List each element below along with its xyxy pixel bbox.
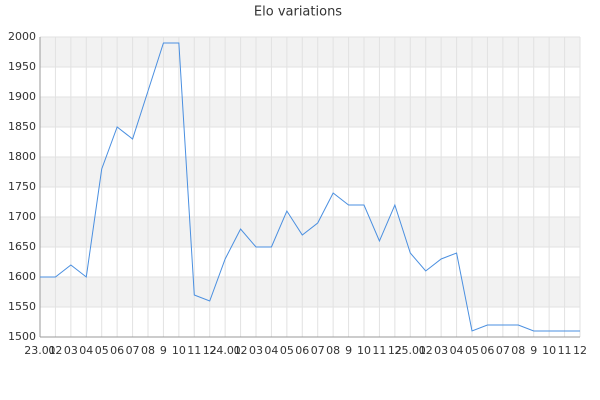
x-tick-label: 05 [95,344,109,357]
x-tick-label: 9 [160,344,167,357]
grid-band [40,37,580,67]
x-tick-label: 11 [558,344,572,357]
x-tick-label: 06 [110,344,124,357]
y-tick-label: 1800 [8,150,36,163]
grid-band [40,157,580,187]
y-tick-label: 1700 [8,210,36,223]
x-tick-label: 23.01 [24,344,56,357]
x-tick-label: 02 [48,344,62,357]
y-tick-label: 1500 [8,330,36,343]
x-tick-label: 11 [187,344,201,357]
x-tick-label: 25.01 [395,344,427,357]
y-tick-label: 1550 [8,300,36,313]
line-series [40,42,580,332]
x-tick-label: 9 [530,344,537,357]
grid-band [40,97,580,127]
x-tick-label: 05 [465,344,479,357]
x-tick-label: 06 [295,344,309,357]
x-tick-label: 08 [511,344,525,357]
y-tick-label: 1950 [8,60,36,73]
y-tick-label: 1750 [8,180,36,193]
x-tick-label: 24.01 [209,344,241,357]
x-tick-label: 07 [496,344,510,357]
x-tick-label: 12 [573,344,587,357]
x-tick-label: 08 [141,344,155,357]
x-tick-label: 03 [64,344,78,357]
x-tick-label: 06 [480,344,494,357]
x-tick-label: 04 [79,344,93,357]
x-tick-label: 12 [203,344,217,357]
x-tick-label: 02 [234,344,248,357]
y-tick-label: 1900 [8,90,36,103]
grid-band [40,277,580,307]
x-tick-label: 03 [434,344,448,357]
x-tick-label: 04 [264,344,278,357]
x-tick-label: 10 [357,344,371,357]
x-tick-label: 11 [372,344,386,357]
x-tick-label: 04 [450,344,464,357]
x-tick-label: 05 [280,344,294,357]
x-tick-label: 10 [542,344,556,357]
grid-band [40,217,580,247]
x-tick-label: 07 [126,344,140,357]
y-tick-label: 2000 [8,30,36,43]
x-tick-label: 10 [172,344,186,357]
chart-title: Elo variations [254,5,342,20]
y-tick-label: 1650 [8,240,36,253]
x-tick-label: 03 [249,344,263,357]
x-tick-label: 02 [419,344,433,357]
x-tick-label: 12 [388,344,402,357]
x-tick-label: 9 [345,344,352,357]
y-tick-label: 1850 [8,120,36,133]
x-tick-label: 07 [311,344,325,357]
y-tick-label: 1600 [8,270,36,283]
x-tick-label: 08 [326,344,340,357]
